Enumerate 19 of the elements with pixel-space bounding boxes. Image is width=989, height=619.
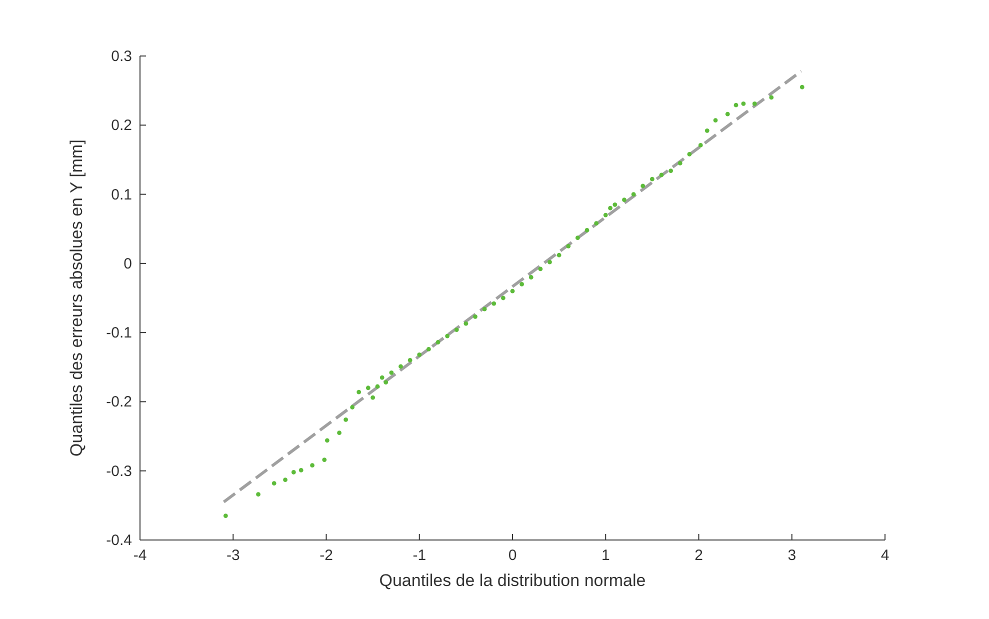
y-tick-label: 0.3 [111, 48, 132, 65]
y-tick-label: -0.1 [106, 324, 132, 342]
y-tick-label: 0.1 [111, 186, 132, 204]
x-tick-label: 2 [694, 547, 703, 564]
y-tick-label: -0.3 [106, 462, 132, 480]
y-tick-label: 0 [124, 255, 132, 272]
x-tick-label: 0 [508, 547, 517, 564]
x-tick-label: -2 [320, 547, 333, 564]
y-tick-label: -0.4 [106, 532, 132, 549]
y-tick-label: 0.2 [111, 117, 132, 134]
x-axis-title: Quantiles de la distribution normale [379, 571, 646, 590]
x-tick-label: 3 [788, 547, 796, 564]
x-tick-label: -1 [412, 547, 426, 564]
x-tick-label: -4 [133, 547, 147, 564]
x-tick-label: 4 [880, 547, 890, 564]
y-axis-title: Quantiles des erreurs absolues en Y [mm] [67, 140, 86, 456]
x-tick-label: -3 [226, 547, 240, 564]
y-tick-label: -0.2 [106, 394, 132, 411]
x-tick-label: 1 [601, 547, 610, 564]
